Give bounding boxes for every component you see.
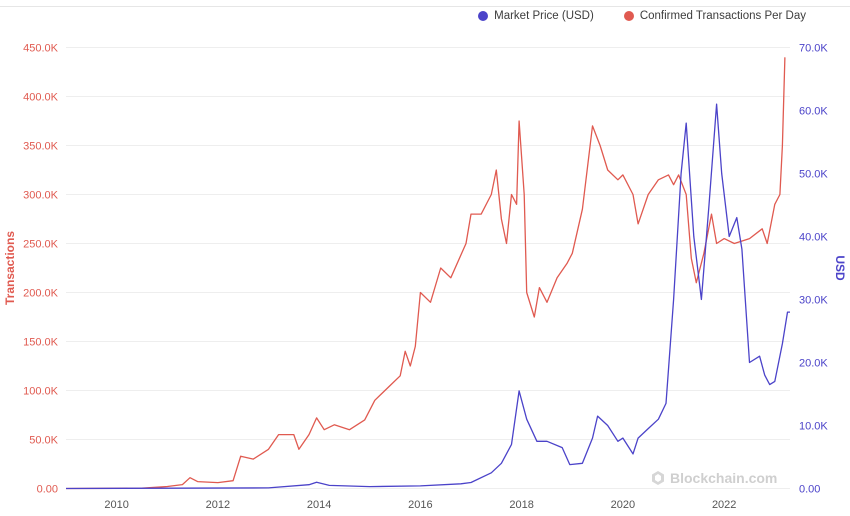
transactions-line bbox=[65, 57, 786, 490]
right-tick-label: 10.0K bbox=[799, 421, 828, 433]
legend-label-transactions: Confirmed Transactions Per Day bbox=[639, 10, 806, 22]
left-tick-label: 0.00 bbox=[37, 484, 58, 496]
legend-item-market-price[interactable]: Market Price (USD) bbox=[478, 10, 594, 22]
right-tick-label: 20.0K bbox=[799, 358, 828, 370]
right-tick-label: 40.0K bbox=[799, 232, 828, 244]
right-tick-label: 50.0K bbox=[799, 169, 828, 181]
legend-item-transactions[interactable]: Confirmed Transactions Per Day bbox=[623, 10, 806, 22]
legend-dot-transactions bbox=[623, 11, 634, 21]
market-price-line bbox=[65, 103, 790, 490]
series-lines bbox=[65, 57, 790, 490]
right-tick-label: 0.00 bbox=[799, 484, 820, 496]
right-axis-title: USD bbox=[833, 255, 847, 281]
x-axis-ticks: 2010 2012 2014 2016 2018 2020 2022 bbox=[104, 499, 736, 511]
legend-dot-market-price bbox=[478, 11, 489, 21]
left-axis-ticks: 0.00 50.0K 100.0K 150.0K 200.0K 250.0K 300.0K 3… bbox=[23, 43, 59, 496]
x-tick-label: 2020 bbox=[611, 499, 635, 511]
right-tick-label: 30.0K bbox=[799, 295, 828, 307]
left-tick-label: 100.0K bbox=[23, 386, 59, 398]
left-tick-label: 350.0K bbox=[23, 141, 59, 153]
left-tick-label: 450.0K bbox=[23, 43, 59, 55]
watermark-text: Blockchain.com bbox=[670, 470, 777, 486]
blockchain-logo-icon bbox=[652, 471, 664, 485]
chart-frame bbox=[0, 6, 850, 516]
legend-label-market-price: Market Price (USD) bbox=[494, 10, 594, 22]
left-tick-label: 150.0K bbox=[23, 337, 59, 349]
x-tick-label: 2022 bbox=[712, 499, 736, 511]
x-tick-label: 2014 bbox=[307, 499, 331, 511]
x-tick-label: 2010 bbox=[104, 499, 128, 511]
x-tick-label: 2018 bbox=[509, 499, 533, 511]
left-tick-label: 300.0K bbox=[23, 190, 59, 202]
chart-legend: Market Price (USD) Confirmed Transaction… bbox=[478, 10, 806, 22]
gridlines bbox=[66, 47, 790, 489]
left-axis-title: Transactions bbox=[3, 231, 17, 305]
right-tick-label: 70.0K bbox=[799, 43, 828, 55]
right-tick-label: 60.0K bbox=[799, 106, 828, 118]
left-tick-label: 200.0K bbox=[23, 288, 59, 300]
left-tick-label: 250.0K bbox=[23, 239, 59, 251]
x-tick-label: 2012 bbox=[206, 499, 230, 511]
left-tick-label: 50.0K bbox=[29, 435, 58, 447]
left-tick-label: 400.0K bbox=[23, 92, 59, 104]
right-axis-ticks: 0.00 10.0K 20.0K 30.0K 40.0K 50.0K 60.0K 70.0K bbox=[799, 43, 828, 496]
x-tick-label: 2016 bbox=[408, 499, 432, 511]
